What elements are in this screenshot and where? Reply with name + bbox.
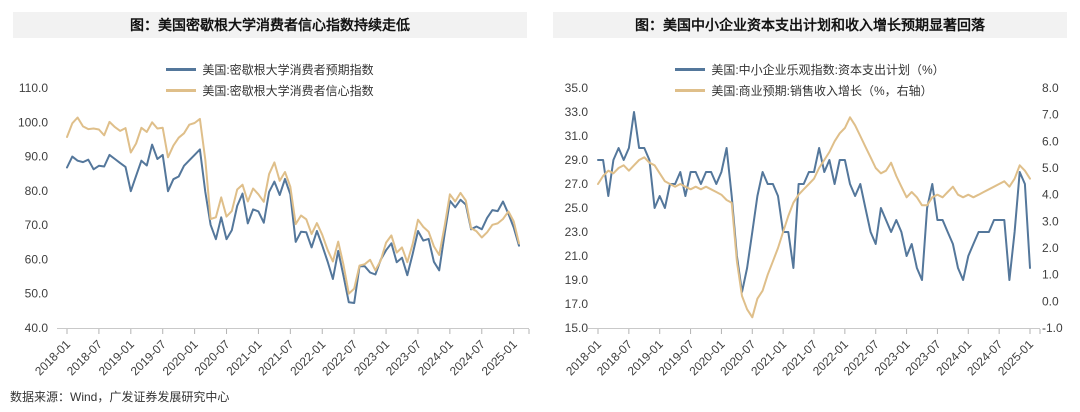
left-axis-tick-label: 17.0 bbox=[565, 297, 589, 311]
right-axis-tick-label: 7.0 bbox=[1042, 108, 1059, 122]
chart-title-michigan: 图：美国密歇根大学消费者信心指数持续走低 bbox=[13, 12, 527, 38]
left-axis-tick-label: 110.0 bbox=[19, 81, 48, 95]
left-axis-tick-label: 25.0 bbox=[565, 201, 589, 215]
left-axis-tick-label: 19.0 bbox=[565, 273, 589, 287]
right-axis-tick-label: 3.0 bbox=[1042, 214, 1059, 228]
right-axis-tick-label: 6.0 bbox=[1042, 134, 1059, 148]
charts-row: 图：美国密歇根大学消费者信心指数持续走低 110.0 100.0 90.0 80.0 7… bbox=[8, 12, 1072, 378]
x-axis-ticks bbox=[597, 329, 1041, 334]
series-line-0 bbox=[66, 143, 520, 304]
line-chart-smallbiz-capex: 35.0 33.0 31.0 29.0 27.0 25.0 23.0 21.0 19.0 17.0… bbox=[563, 81, 1063, 378]
right-axis-tick-label: 4.0 bbox=[1042, 188, 1059, 202]
left-axis-tick-label: 27.0 bbox=[565, 177, 589, 191]
chart-title-smallbiz: 图：美国中小企业资本支出计划和收入增长预期显著回落 bbox=[553, 12, 1067, 38]
left-axis-tick-label: 80.0 bbox=[25, 184, 49, 198]
right-axis-tick-label: -1.0 bbox=[1042, 321, 1063, 335]
left-axis-tick-label: 90.0 bbox=[25, 150, 49, 164]
right-axis-tick-label: 0.0 bbox=[1042, 294, 1059, 308]
series-line-1 bbox=[597, 116, 1031, 319]
left-axis-tick-label: 29.0 bbox=[565, 153, 589, 167]
left-axis-labels: 35.0 33.0 31.0 29.0 27.0 25.0 23.0 21.0 19.0 17.0… bbox=[565, 81, 589, 335]
left-axis-tick-label: 100.0 bbox=[18, 115, 48, 129]
x-axis-tick-label: 2025-01 bbox=[479, 337, 520, 378]
left-axis-tick-label: 60.0 bbox=[25, 252, 49, 266]
right-axis-tick-label: 5.0 bbox=[1042, 161, 1059, 175]
left-axis-tick-label: 23.0 bbox=[565, 225, 589, 239]
left-axis-tick-label: 40.0 bbox=[25, 321, 49, 335]
chart-panel-michigan: 图：美国密歇根大学消费者信心指数持续走低 110.0 100.0 90.0 80.0 7… bbox=[8, 12, 532, 378]
x-axis-ticks bbox=[66, 329, 530, 334]
chart-panel-smallbiz: 图：美国中小企业资本支出计划和收入增长预期显著回落 35.0 33.0 31.0 29… bbox=[548, 12, 1072, 378]
left-axis-tick-label: 15.0 bbox=[565, 321, 589, 335]
right-axis-tick-label: 1.0 bbox=[1042, 268, 1059, 282]
left-axis-tick-label: 50.0 bbox=[25, 287, 49, 301]
left-axis-labels: 110.0 100.0 90.0 80.0 70.0 60.0 50.0 40.0 bbox=[18, 81, 48, 335]
x-axis-labels: 2018-012018-072019-012019-072020-012020-… bbox=[563, 337, 1036, 378]
series-line-0 bbox=[597, 111, 1031, 293]
right-axis-tick-label: 2.0 bbox=[1042, 241, 1059, 255]
right-axis-tick-label: 8.0 bbox=[1042, 81, 1059, 95]
left-axis-tick-label: 35.0 bbox=[565, 81, 589, 95]
left-axis-tick-label: 70.0 bbox=[25, 218, 49, 232]
data-source-note: 数据来源：Wind，广发证券发展研究中心 bbox=[10, 390, 230, 404]
left-axis-tick-label: 31.0 bbox=[565, 129, 589, 143]
line-chart-michigan-sentiment: 110.0 100.0 90.0 80.0 70.0 60.0 50.0 40.0 2018-0… bbox=[18, 81, 530, 378]
x-axis-labels: 2018-012018-072019-012019-072020-012020-… bbox=[32, 337, 520, 378]
left-axis-tick-label: 21.0 bbox=[565, 249, 589, 263]
left-axis-tick-label: 33.0 bbox=[565, 105, 589, 119]
right-axis-labels: 8.0 7.0 6.0 5.0 4.0 3.0 2.0 1.0 0.0 -1.0 bbox=[1042, 81, 1063, 335]
series-line-1 bbox=[66, 116, 520, 295]
